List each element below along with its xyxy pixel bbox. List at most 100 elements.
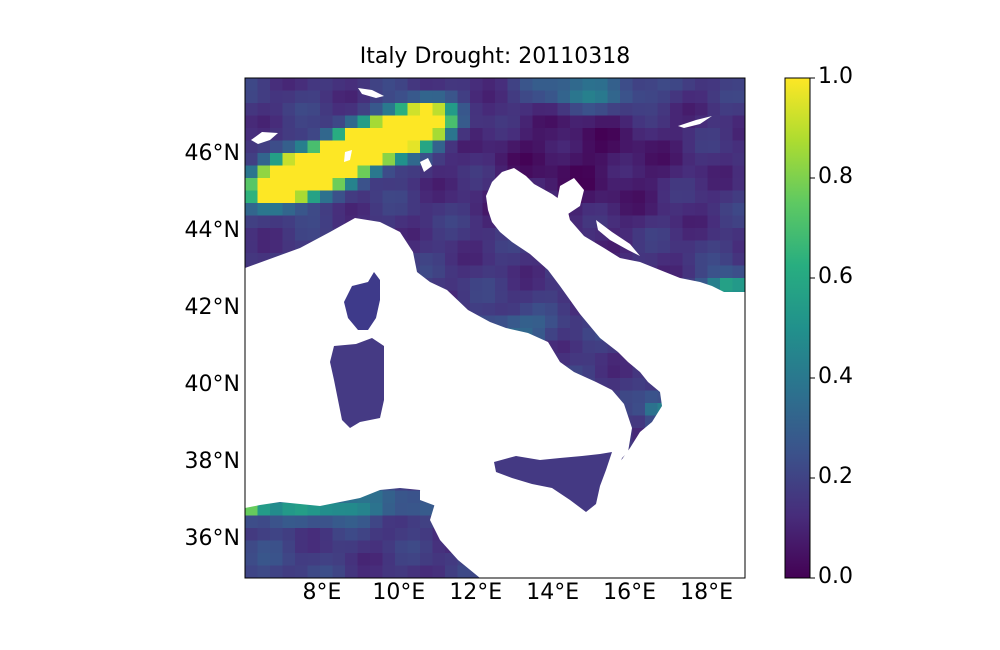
raster-cell xyxy=(657,190,671,204)
raster-cell xyxy=(307,215,321,229)
raster-cell xyxy=(682,153,696,167)
raster-cell xyxy=(432,165,446,179)
raster-cell xyxy=(457,190,471,204)
raster-cell xyxy=(670,240,684,254)
raster-cell xyxy=(357,528,371,542)
raster-cell xyxy=(582,340,596,354)
raster-cell xyxy=(382,540,396,554)
raster-cell xyxy=(320,528,334,542)
raster-cell xyxy=(245,78,259,92)
raster-cell xyxy=(370,140,384,154)
raster-cell xyxy=(270,565,284,578)
raster-cell xyxy=(370,115,384,129)
raster-cell xyxy=(570,153,584,167)
raster-cell xyxy=(307,140,321,154)
raster-cell xyxy=(570,340,584,354)
raster-cell xyxy=(282,178,296,192)
raster-cell xyxy=(445,140,459,154)
raster-cell xyxy=(307,540,321,554)
raster-cell xyxy=(370,103,384,117)
raster-cell xyxy=(720,78,734,92)
raster-cell xyxy=(607,128,621,142)
raster-cell xyxy=(282,240,296,254)
raster-cell xyxy=(482,90,496,104)
raster-cell xyxy=(482,165,496,179)
lake-geneva xyxy=(251,132,278,144)
raster-cell xyxy=(570,328,584,342)
raster-cell xyxy=(307,515,321,529)
raster-cell xyxy=(470,278,484,292)
corsica xyxy=(344,272,380,330)
raster-cell xyxy=(695,203,709,217)
raster-cell xyxy=(395,178,409,192)
raster-cell xyxy=(582,153,596,167)
raster-cell xyxy=(370,128,384,142)
raster-cell xyxy=(632,378,646,392)
raster-cell xyxy=(670,153,684,167)
raster-cell xyxy=(570,103,584,117)
raster-cell xyxy=(482,278,496,292)
raster-cell xyxy=(445,228,459,242)
raster-cell xyxy=(545,165,559,179)
raster-cell xyxy=(382,128,396,142)
raster-cell xyxy=(520,315,534,329)
raster-cell xyxy=(320,78,334,92)
raster-cell xyxy=(732,203,745,217)
raster-cell xyxy=(457,103,471,117)
raster-cell xyxy=(357,128,371,142)
raster-cell xyxy=(545,303,559,317)
raster-cell xyxy=(507,290,521,304)
lat-tick-label: 38°N xyxy=(184,448,240,474)
raster-cell xyxy=(257,528,271,542)
raster-cell xyxy=(320,565,334,578)
raster-cell xyxy=(295,140,309,154)
raster-cell xyxy=(332,90,346,104)
raster-cell xyxy=(395,503,409,517)
raster-cell xyxy=(495,290,509,304)
raster-cell xyxy=(495,240,509,254)
raster-cell xyxy=(620,203,634,217)
raster-cell xyxy=(395,515,409,529)
raster-cell xyxy=(332,203,346,217)
raster-cell xyxy=(320,128,334,142)
raster-cell xyxy=(307,565,321,578)
raster-cell xyxy=(470,203,484,217)
raster-cell xyxy=(557,78,571,92)
raster-cell xyxy=(407,128,421,142)
raster-cell xyxy=(657,215,671,229)
raster-cell xyxy=(670,190,684,204)
raster-cell xyxy=(270,178,284,192)
raster-cell xyxy=(495,78,509,92)
raster-cell xyxy=(295,103,309,117)
raster-cell xyxy=(632,390,646,404)
raster-cell xyxy=(507,103,521,117)
raster-cell xyxy=(295,203,309,217)
raster-cell xyxy=(382,515,396,529)
raster-cell xyxy=(632,128,646,142)
raster-cell xyxy=(282,228,296,242)
raster-cell xyxy=(645,78,659,92)
raster-cell xyxy=(707,128,721,142)
raster-cell xyxy=(732,240,745,254)
raster-cell xyxy=(407,178,421,192)
raster-cell xyxy=(707,115,721,129)
raster-cell xyxy=(370,165,384,179)
raster-cell xyxy=(320,103,334,117)
raster-cell xyxy=(732,265,745,279)
raster-cell xyxy=(495,265,509,279)
raster-cell xyxy=(670,140,684,154)
raster-cell xyxy=(645,215,659,229)
raster-cell xyxy=(370,540,384,554)
raster-cell xyxy=(420,253,434,267)
raster-cell xyxy=(520,303,534,317)
raster-cell xyxy=(445,203,459,217)
raster-cell xyxy=(632,403,646,417)
raster-cell xyxy=(682,265,696,279)
raster-cell xyxy=(357,153,371,167)
raster-cell xyxy=(270,115,284,129)
raster-cell xyxy=(257,165,271,179)
raster-cell xyxy=(332,165,346,179)
raster-cell xyxy=(370,503,384,517)
raster-cell xyxy=(270,553,284,567)
raster-cell xyxy=(420,515,434,529)
